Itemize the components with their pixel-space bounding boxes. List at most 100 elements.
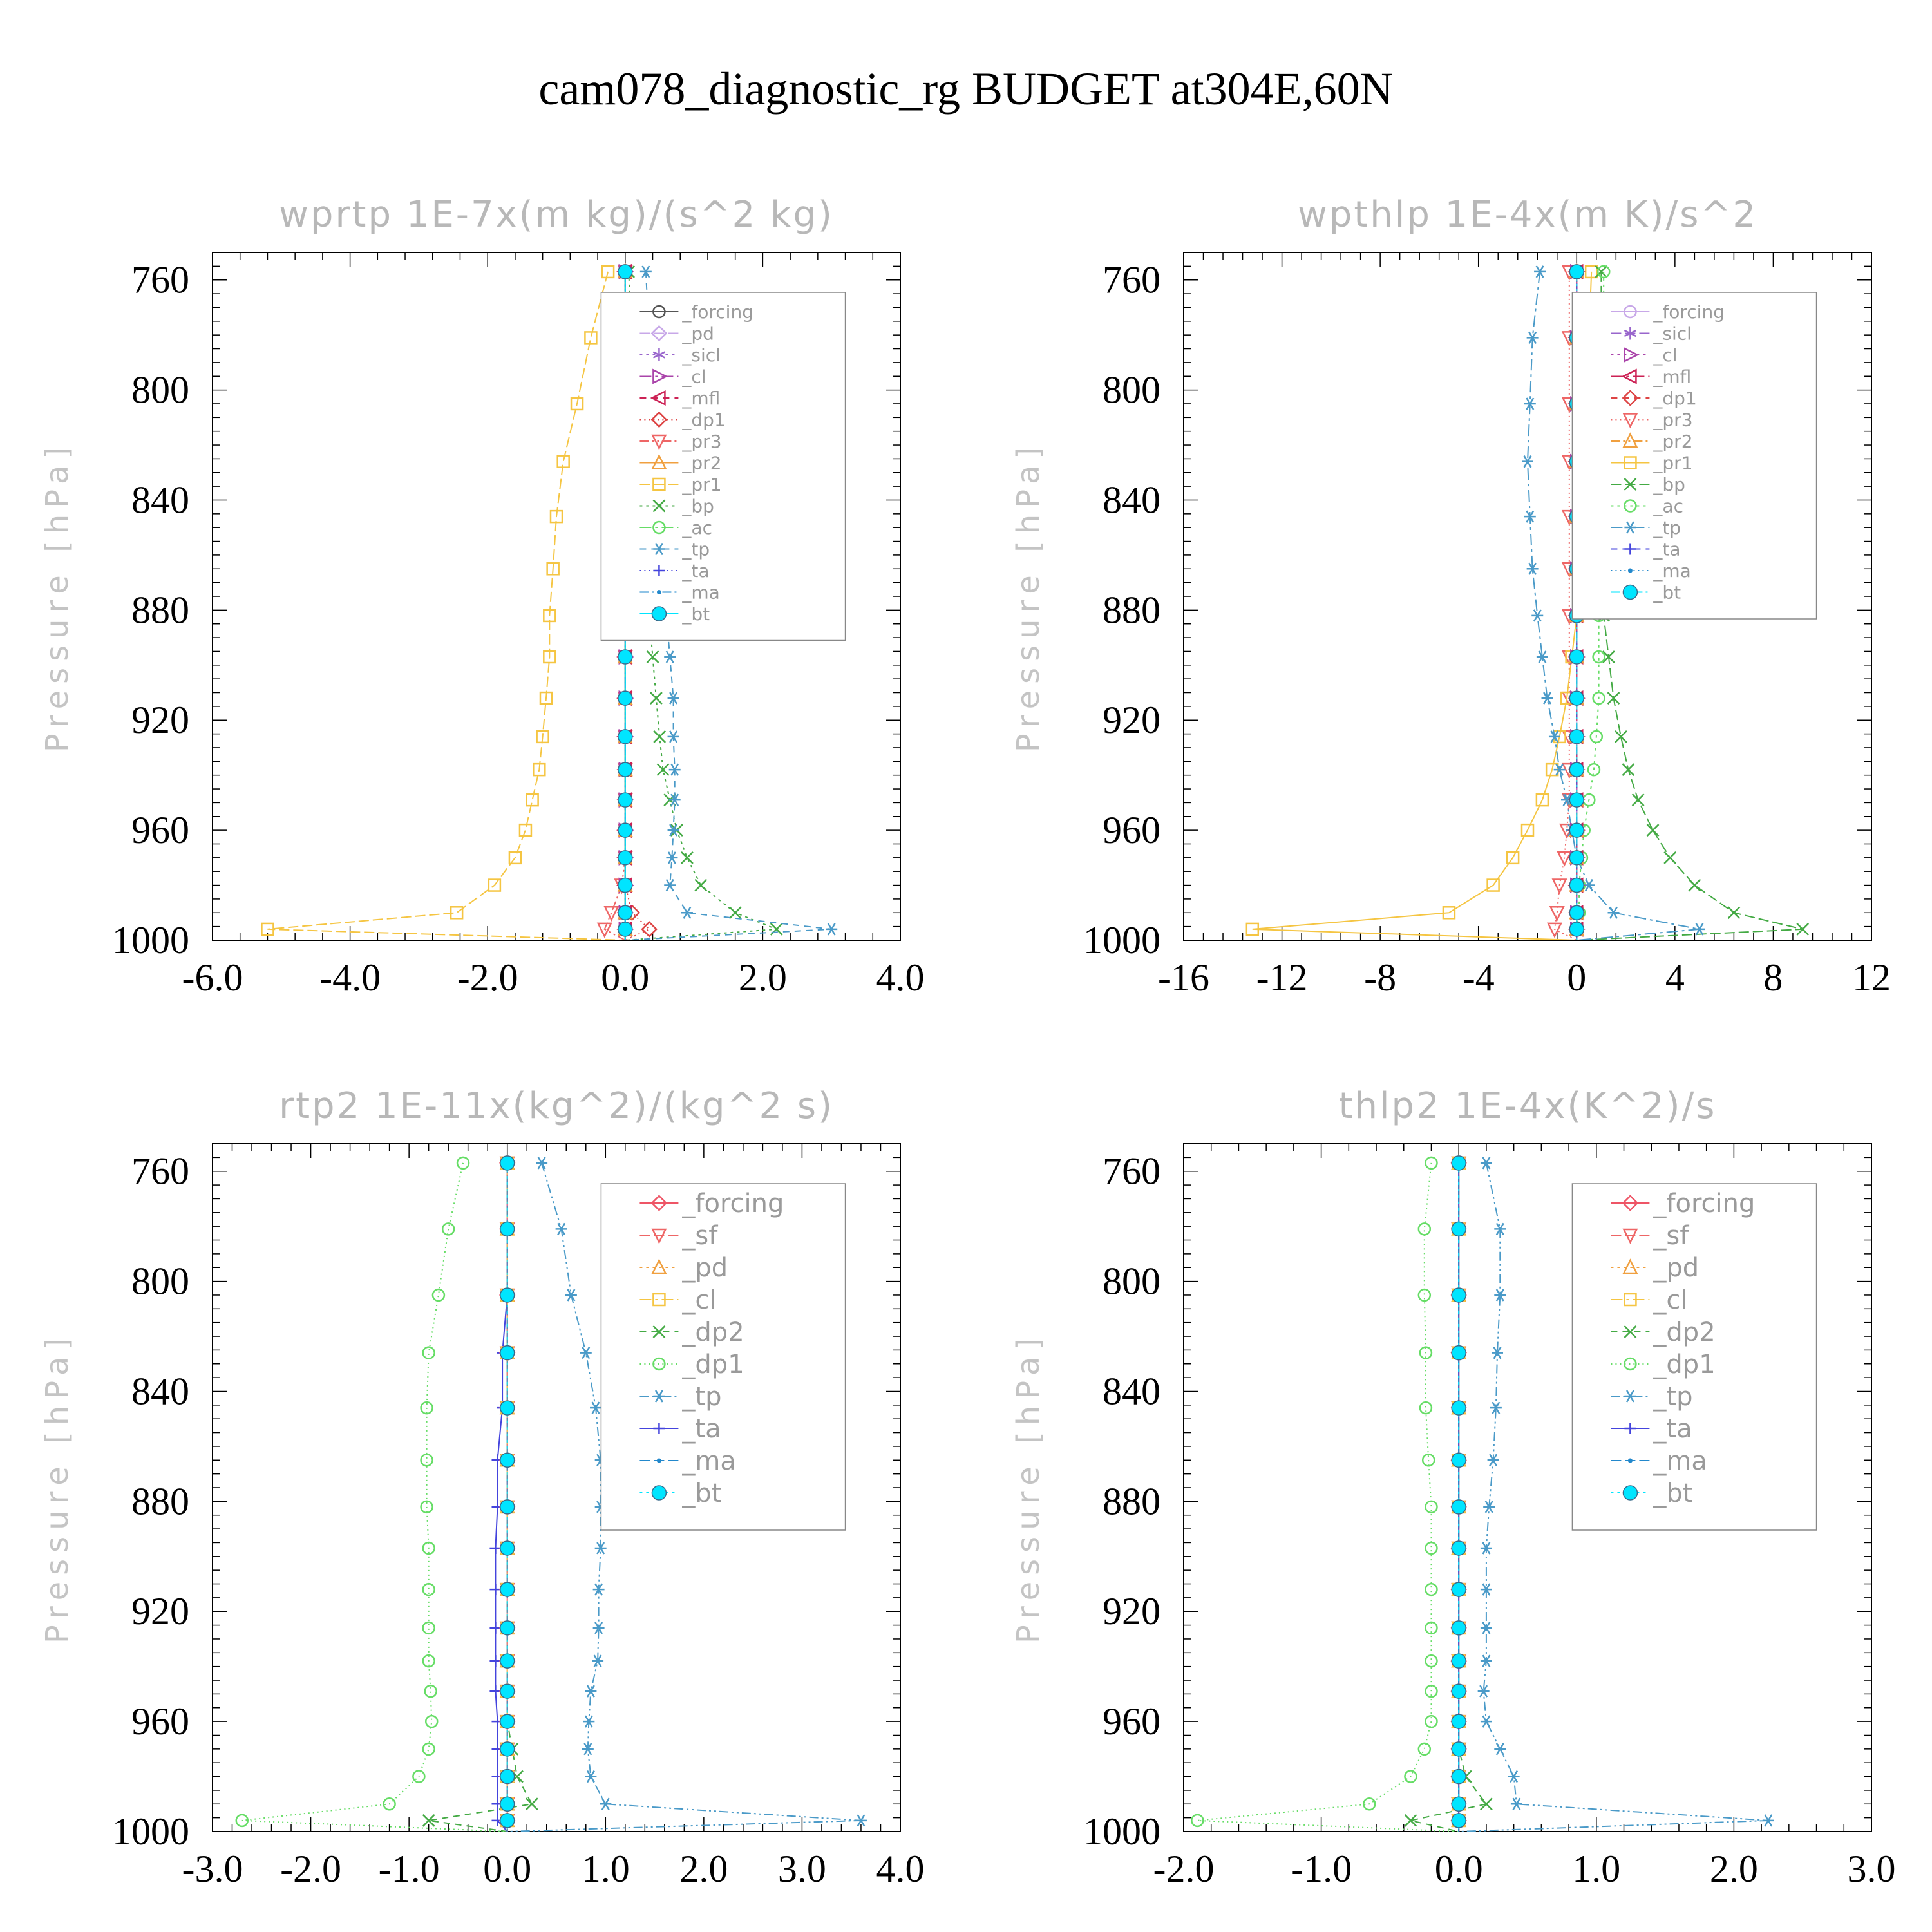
data-point <box>1417 1288 1432 1302</box>
x-tick-label: 1.0 <box>582 1848 630 1890</box>
legend-marker <box>651 434 667 450</box>
x-tick-label: 1.0 <box>1572 1848 1620 1890</box>
data-point <box>1477 1685 1490 1698</box>
data-point <box>499 1499 515 1515</box>
data-point <box>536 730 549 744</box>
legend-marker <box>653 1390 665 1403</box>
data-point <box>585 1770 597 1783</box>
legend-label: _dp1 <box>1653 388 1696 409</box>
data-point <box>592 1583 605 1596</box>
x-tick-label: 0 <box>1567 956 1586 999</box>
data-point <box>1417 1222 1432 1236</box>
data-point <box>1524 397 1536 410</box>
legend-marker <box>1622 1485 1638 1501</box>
y-tick-label: 880 <box>1103 589 1160 631</box>
data-point <box>603 906 620 922</box>
data-point <box>1596 265 1611 279</box>
y-tick-label: 960 <box>1103 1700 1160 1743</box>
legend-label: _sicl <box>681 345 721 366</box>
data-point <box>431 1288 446 1302</box>
legend-marker <box>1627 568 1633 573</box>
data-point <box>499 1714 515 1729</box>
data-point <box>1688 878 1701 892</box>
data-point <box>1417 1742 1432 1756</box>
data-point <box>499 1653 515 1669</box>
series-line <box>1526 271 1700 940</box>
x-tick-label: -6.0 <box>182 956 243 999</box>
data-point <box>618 905 633 921</box>
legend-item: _bp <box>1611 474 1685 495</box>
legend-marker <box>1624 1293 1637 1307</box>
legend-item: _dp1 <box>639 1350 744 1379</box>
data-point <box>1486 878 1500 892</box>
legend-label: _mfl <box>1653 366 1691 387</box>
legend-marker <box>650 1195 668 1211</box>
series-ta <box>489 1157 513 1832</box>
legend-label: _pr3 <box>1653 409 1692 430</box>
data-point <box>1480 1157 1492 1170</box>
data-point <box>1589 730 1604 744</box>
data-point <box>1646 824 1660 837</box>
legend-label: _mfl <box>681 388 720 409</box>
legend-item: _tp <box>639 1382 721 1412</box>
data-point <box>1191 1814 1204 1828</box>
data-point <box>1522 455 1533 468</box>
data-point <box>1510 1797 1522 1810</box>
legend-item: _pd <box>639 1253 728 1283</box>
y-axis-label: Pressure [hPa] <box>39 440 75 752</box>
data-point <box>618 877 633 893</box>
data-point <box>1490 1401 1502 1414</box>
legend: _forcing _sf_pd_cl _dp2 _dp1 _tp_ta_ma _bt <box>600 1183 846 1531</box>
data-point <box>1569 762 1585 777</box>
data-point <box>235 1814 249 1828</box>
legend-label: _pr1 <box>1653 452 1692 473</box>
data-point <box>583 1715 595 1728</box>
legend-item: _bp <box>639 495 714 516</box>
legend-marker <box>656 590 661 594</box>
data-point <box>536 1157 548 1170</box>
legend-item: _ac <box>1611 495 1683 516</box>
legend-marker <box>652 1357 666 1371</box>
data-point <box>422 1582 435 1596</box>
data-point <box>1425 1714 1438 1728</box>
y-tick-label: 760 <box>131 1150 189 1193</box>
data-point <box>1796 923 1810 936</box>
data-point <box>1451 1653 1466 1669</box>
data-point <box>582 1743 594 1756</box>
legend-label: _pr3 <box>681 431 721 452</box>
y-tick-label: 840 <box>1103 1370 1160 1412</box>
data-point <box>592 1622 605 1634</box>
x-tick-label: 4.0 <box>876 1848 925 1890</box>
legend-label: _pd <box>1653 1253 1699 1283</box>
data-point <box>570 397 584 411</box>
y-tick-label: 960 <box>131 1700 189 1743</box>
legend-item: _bt <box>1611 1479 1692 1508</box>
y-tick-label: 960 <box>1103 809 1160 851</box>
x-tick-label: -2.0 <box>280 1848 341 1890</box>
legend-item: _ma <box>1611 1446 1707 1476</box>
legend-item: _sf <box>639 1221 718 1251</box>
legend-item: _pd <box>1611 1253 1699 1283</box>
data-point <box>646 650 659 663</box>
data-point <box>1451 1768 1466 1785</box>
data-point <box>1480 1583 1492 1596</box>
legend-item: _sicl <box>639 345 721 366</box>
legend-item: _cl <box>639 1285 717 1315</box>
legend-item: _dp1 <box>639 409 726 430</box>
legend-label: _tp <box>1653 1382 1692 1412</box>
legend-marker <box>652 1293 666 1307</box>
data-point <box>424 1684 437 1698</box>
series-line <box>1252 271 1593 940</box>
series-pr1 <box>261 265 625 940</box>
legend-item: _dp1 <box>1611 1350 1716 1379</box>
data-point <box>499 1345 515 1361</box>
legend-label: _ac <box>681 517 712 538</box>
data-point <box>1404 1770 1417 1783</box>
data-point <box>826 923 838 936</box>
legend-marker <box>1622 432 1638 448</box>
legend-label: _cl <box>1653 345 1677 366</box>
data-point <box>533 762 546 777</box>
data-point <box>499 1582 515 1597</box>
legend-item: _pr1 <box>639 474 722 495</box>
